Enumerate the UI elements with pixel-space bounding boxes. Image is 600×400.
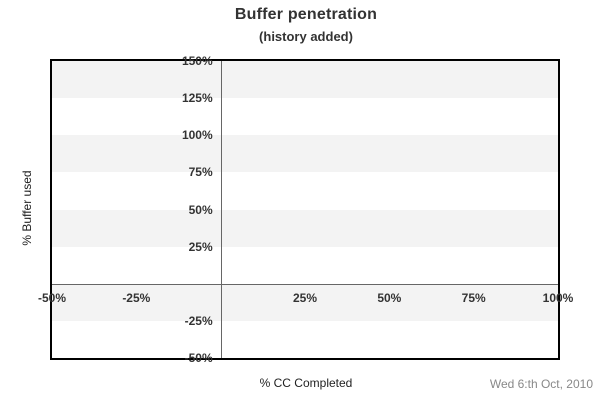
x-tick-label: -25%: [122, 290, 151, 305]
y-tick-label: -50%: [184, 351, 213, 365]
plot-area: [50, 59, 560, 360]
x-tick-label: 75%: [461, 290, 486, 305]
date-annotation: Wed 6:th Oct, 2010: [489, 377, 593, 391]
grid-band: [52, 135, 558, 173]
zero-line-horizontal: [52, 283, 558, 285]
chart-subtitle: (history added): [259, 29, 353, 44]
grid-band: [52, 283, 558, 321]
y-tick-label: 50%: [188, 202, 213, 217]
y-tick-label: -25%: [184, 313, 213, 328]
x-tick-label: 100%: [542, 290, 574, 305]
y-tick-label: 125%: [181, 91, 213, 106]
x-tick-label: 50%: [377, 290, 402, 305]
grid-band: [52, 209, 558, 247]
x-tick-label: -50%: [37, 290, 66, 305]
grid-band: [52, 61, 558, 99]
y-tick-label: 25%: [188, 239, 213, 254]
x-tick-label: 25%: [292, 290, 318, 305]
y-tick-label: 100%: [181, 128, 213, 143]
y-tick-label: 75%: [188, 165, 213, 180]
chart-title: Buffer penetration: [234, 6, 378, 23]
zero-line-vertical: [220, 61, 222, 358]
x-axis-title: % CC Completed: [259, 376, 353, 390]
y-tick-label: 150%: [181, 54, 213, 68]
